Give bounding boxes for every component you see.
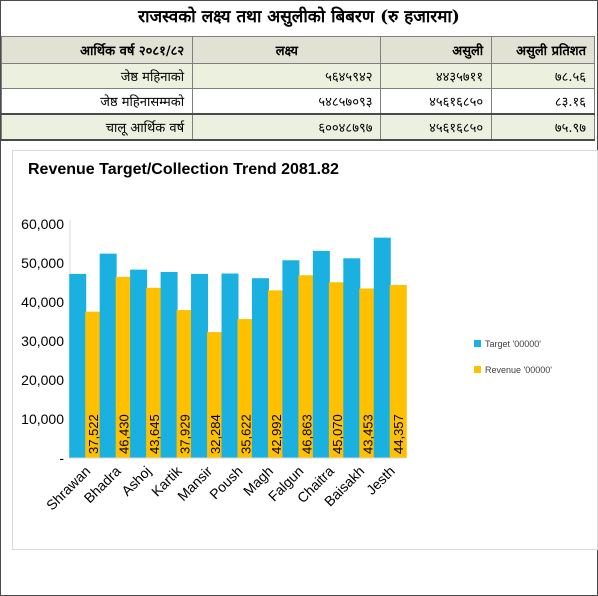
table-row: जेष्ठ महिनासम्मको ५४८५७०९३ ४५६१६८५० ८३.१… bbox=[0, 88, 595, 115]
row-percent: ७८.५६ bbox=[491, 63, 595, 89]
table-header-row: आर्थिक वर्ष २०८१/८२ लक्ष्य असुली असुली प… bbox=[0, 36, 595, 64]
revenue-bar bbox=[85, 311, 103, 458]
y-tick-label: 10,000 bbox=[21, 411, 64, 427]
x-tick-label: Ashoj bbox=[118, 463, 154, 499]
chart-title: Revenue Target/Collection Trend 2081.82 bbox=[28, 161, 339, 178]
row-label: चालू आर्थिक वर्ष bbox=[0, 113, 194, 141]
revenue-bar bbox=[267, 290, 285, 458]
row-collection: ४५६१६८५० bbox=[380, 88, 493, 115]
target-bar bbox=[343, 258, 361, 458]
revenue-bar bbox=[389, 285, 407, 458]
table-row: जेष्ठ महिनाको ५६४५९४२ ४४३५७११ ७८.५६ bbox=[0, 63, 595, 89]
row-collection: ४४३५७११ bbox=[380, 63, 493, 89]
header-fiscal-year: आर्थिक वर्ष २०८१/८२ bbox=[0, 36, 194, 64]
data-label: 44,357 bbox=[391, 414, 406, 454]
data-label: 42,992 bbox=[269, 414, 284, 454]
row-percent: ७५.९७ bbox=[491, 113, 595, 141]
revenue-bar bbox=[237, 319, 255, 458]
data-label: 46,430 bbox=[117, 414, 132, 454]
header-collection-percent: असुली प्रतिशत bbox=[491, 36, 595, 64]
target-bar bbox=[373, 237, 391, 458]
data-label: 43,453 bbox=[360, 414, 375, 454]
revenue-bar bbox=[146, 287, 164, 458]
target-bar bbox=[282, 260, 300, 458]
legend-label-target: Target '00000' bbox=[485, 339, 541, 349]
data-label: 37,522 bbox=[86, 414, 101, 454]
y-tick-label: 40,000 bbox=[21, 294, 64, 310]
target-bar bbox=[160, 271, 178, 458]
data-label: 45,070 bbox=[330, 414, 345, 454]
y-tick-label: 60,000 bbox=[21, 216, 64, 232]
revenue-bar bbox=[115, 276, 133, 458]
revenue-summary-table: आर्थिक वर्ष २०८१/८२ लक्ष्य असुली असुली प… bbox=[0, 36, 595, 141]
target-bar bbox=[130, 269, 148, 458]
row-label: जेष्ठ महिनासम्मको bbox=[0, 88, 194, 115]
bars: 37,522 46,430 43,645 37,929 32,284 35,622 42,9… bbox=[69, 237, 407, 458]
revenue-bar bbox=[328, 282, 346, 458]
legend-swatch-target bbox=[474, 340, 481, 347]
x-tick-label: Shrawan bbox=[43, 463, 93, 513]
x-tick-label: Jesth bbox=[363, 463, 398, 498]
row-percent: ८३.१६ bbox=[491, 88, 595, 115]
data-label: 46,863 bbox=[299, 414, 314, 454]
data-label: 32,284 bbox=[208, 414, 223, 454]
legend: Target '00000' Revenue '00000' bbox=[474, 339, 552, 375]
revenue-bar bbox=[359, 288, 377, 458]
data-label: 37,929 bbox=[178, 414, 193, 454]
y-tick-label: 50,000 bbox=[21, 255, 64, 271]
table-row: चालू आर्थिक वर्ष ६००४८७९७ ४५६१६८५० ७५.९७ bbox=[0, 113, 595, 141]
row-label: जेष्ठ महिनाको bbox=[0, 63, 194, 89]
y-axis: - 10,000 20,000 30,000 40,000 50,000 60,000 bbox=[21, 216, 71, 466]
target-bar bbox=[69, 273, 87, 458]
revenue-bar bbox=[207, 332, 225, 458]
legend-label-revenue: Revenue '00000' bbox=[485, 365, 552, 375]
target-bar bbox=[251, 278, 269, 458]
header-target: लक्ष्य bbox=[192, 36, 382, 64]
x-axis: ShrawanBhadraAshojKartikMansirPoushMaghF… bbox=[43, 457, 405, 513]
row-target: ५४८५७०९३ bbox=[192, 88, 382, 115]
row-target: ६००४८७९७ bbox=[192, 113, 382, 141]
target-bar bbox=[312, 250, 330, 458]
x-tick-label: Poush bbox=[206, 463, 245, 502]
target-bar bbox=[221, 273, 239, 458]
data-label: 35,622 bbox=[239, 414, 254, 454]
page-title: राजस्वको लक्ष्य तथा असुलीको बिबरण (रु हज… bbox=[138, 7, 460, 27]
y-tick-label: 30,000 bbox=[21, 333, 64, 349]
target-bar bbox=[99, 253, 117, 458]
x-tick-label: Mansir bbox=[174, 463, 215, 504]
legend-swatch-revenue bbox=[474, 366, 481, 373]
y-tick-label: 20,000 bbox=[21, 372, 64, 388]
revenue-bar bbox=[176, 310, 194, 458]
row-target: ५६४५९४२ bbox=[192, 63, 382, 89]
y-tick-label: - bbox=[59, 450, 64, 466]
target-bar bbox=[191, 273, 209, 458]
revenue-bar bbox=[298, 275, 316, 458]
data-label: 43,645 bbox=[147, 414, 162, 454]
